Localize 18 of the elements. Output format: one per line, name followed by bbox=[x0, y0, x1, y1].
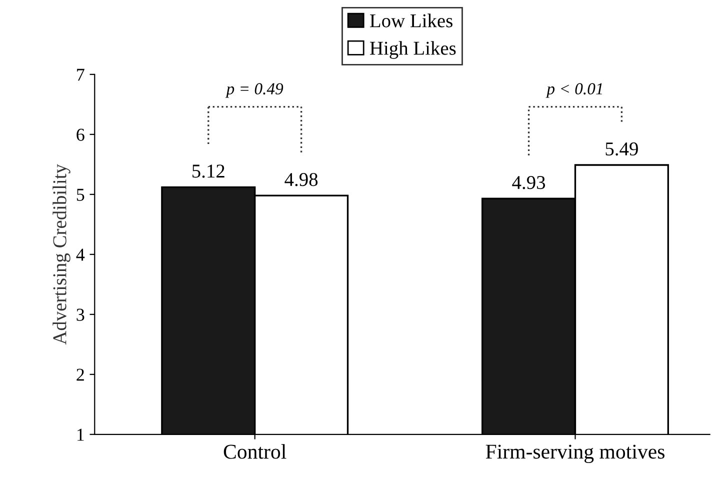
y-tick-label: 1 bbox=[77, 428, 84, 441]
data-label: 5.12 bbox=[192, 164, 224, 178]
legend-label: High Likes bbox=[370, 41, 456, 59]
x-tick-label: Control bbox=[224, 444, 286, 459]
data-label: 4.93 bbox=[512, 176, 546, 190]
data-label: 5.49 bbox=[606, 142, 638, 156]
data-label: 4.98 bbox=[284, 172, 318, 186]
y-tick-label: 3 bbox=[76, 308, 84, 321]
annotation: p < 0.01 bbox=[546, 83, 602, 98]
y-axis-title: Advertising Credibility bbox=[52, 164, 70, 345]
y-tick-label: 2 bbox=[76, 368, 84, 381]
y-tick-label: 7 bbox=[77, 68, 84, 81]
y-tick-label: 4 bbox=[76, 248, 85, 261]
annotation: p = 0.49 bbox=[225, 83, 284, 98]
x-tick-label: Firm-serving motives bbox=[486, 444, 664, 464]
y-tick-label: 6 bbox=[76, 128, 84, 141]
legend-label: Low Likes bbox=[370, 14, 452, 28]
y-tick-label: 5 bbox=[76, 188, 84, 201]
